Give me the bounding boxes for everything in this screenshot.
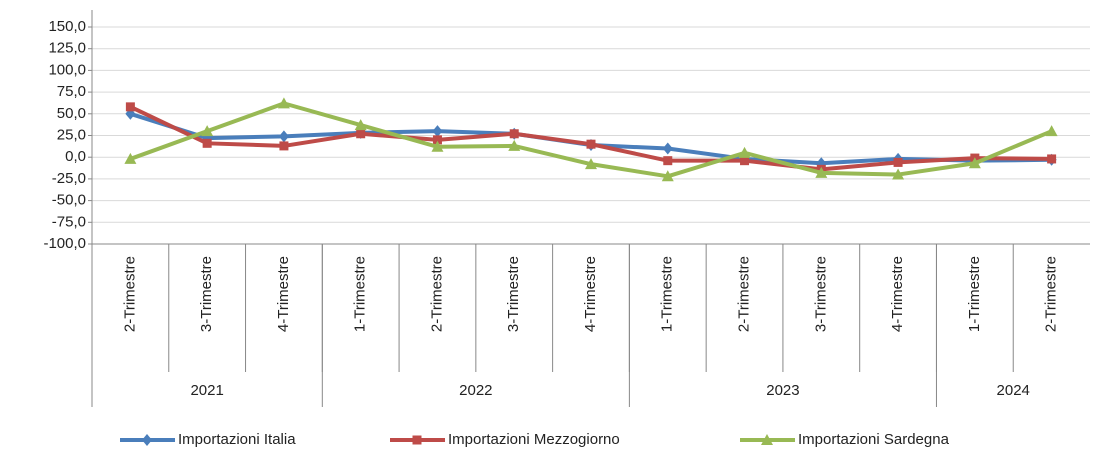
marker: [892, 168, 905, 180]
y-tick-label: 100,0: [48, 61, 86, 78]
x-tick-label: 3-Trimestre: [198, 256, 215, 332]
marker: [663, 156, 673, 166]
x-tick-label: 1-Trimestre: [352, 256, 369, 332]
group-label: 2023: [766, 382, 799, 399]
marker: [661, 170, 674, 182]
y-tick-label: -25,0: [52, 170, 86, 187]
x-tick-label: 2-Trimestre: [121, 256, 138, 332]
x-tick-label: 3-Trimestre: [505, 256, 522, 332]
marker: [142, 434, 152, 446]
marker: [277, 97, 290, 109]
group-label: 2024: [997, 382, 1030, 399]
marker: [412, 435, 422, 445]
y-tick-label: -75,0: [52, 213, 86, 230]
marker: [1045, 125, 1058, 137]
x-tick-label: 2-Trimestre: [428, 256, 445, 332]
y-tick-label: 150,0: [48, 18, 86, 35]
y-tick-label: 0,0: [65, 148, 86, 165]
legend-label: Importazioni Italia: [178, 431, 296, 448]
x-tick-label: 1-Trimestre: [659, 256, 676, 332]
marker: [815, 166, 828, 178]
marker: [124, 152, 137, 164]
x-tick-label: 4-Trimestre: [582, 256, 599, 332]
marker: [279, 141, 289, 151]
series-line: [129, 111, 1052, 166]
legend-label: Importazioni Mezzogiorno: [448, 431, 620, 448]
marker: [662, 142, 673, 155]
x-tick-label: 3-Trimestre: [812, 256, 829, 332]
x-tick-label: 4-Trimestre: [275, 256, 292, 332]
marker: [893, 157, 903, 167]
marker: [201, 125, 214, 137]
marker: [432, 135, 442, 145]
y-tick-label: -100,0: [43, 235, 86, 252]
marker: [968, 157, 981, 169]
group-label: 2021: [190, 382, 223, 399]
marker: [508, 139, 521, 151]
marker: [738, 146, 751, 158]
marker: [431, 140, 444, 152]
x-tick-label: 1-Trimestre: [966, 256, 983, 332]
y-tick-label: 75,0: [57, 83, 86, 100]
y-tick-label: 50,0: [57, 105, 86, 122]
marker: [202, 138, 212, 148]
y-tick-label: 125,0: [48, 40, 86, 57]
marker: [1047, 154, 1057, 164]
y-tick-label: -50,0: [52, 192, 86, 209]
marker: [432, 125, 443, 138]
marker: [586, 139, 596, 149]
marker: [354, 119, 367, 131]
x-tick-label: 2-Trimestre: [736, 256, 753, 332]
marker: [585, 158, 597, 170]
marker: [278, 130, 289, 143]
x-tick-label: 4-Trimestre: [889, 256, 906, 332]
y-tick-label: 25,0: [57, 126, 86, 143]
marker: [509, 129, 519, 139]
marker: [740, 156, 750, 166]
x-tick-label: 2-Trimestre: [1043, 256, 1060, 332]
group-label: 2022: [459, 382, 492, 399]
marker: [761, 434, 773, 445]
marker: [125, 102, 135, 112]
legend-label: Importazioni Sardegna: [798, 431, 950, 448]
marker: [356, 129, 366, 139]
